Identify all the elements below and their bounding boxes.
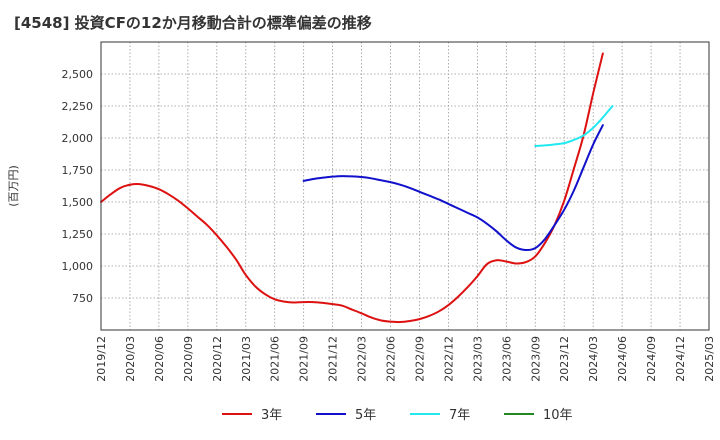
x-tick-label: 2020/03: [124, 336, 137, 382]
x-tick-label: 2022/09: [413, 336, 426, 382]
x-tick-label: 2023/12: [558, 336, 571, 382]
series-lines: [100, 52, 614, 324]
x-tick-label: 2023/06: [500, 336, 513, 382]
legend-label-1: 3年: [261, 408, 282, 423]
x-tick-label: 2022/06: [385, 336, 398, 382]
x-tick-label: 2021/03: [240, 336, 253, 382]
x-tick-label: 2024/06: [616, 336, 629, 382]
x-tick-label: 2024/03: [587, 336, 600, 382]
x-tick-label: 2022/03: [356, 336, 369, 382]
series-line-1: [100, 52, 604, 324]
x-tick-label: 2020/09: [182, 336, 195, 382]
y-tick-label: 1,500: [62, 196, 94, 209]
x-tick-label: 2020/12: [211, 336, 224, 382]
x-tick-label: 2023/09: [529, 336, 542, 382]
x-tick-label: 2023/03: [471, 336, 484, 382]
series-line-3: [534, 105, 614, 147]
y-tick-label: 1,750: [62, 164, 94, 177]
y-tick-label: 1,250: [62, 228, 94, 241]
x-tick-label: 2025/03: [703, 336, 716, 382]
plot-frame: [100, 41, 710, 331]
x-tick-label: 2024/12: [674, 336, 687, 382]
series-line-2: [302, 124, 604, 252]
x-tick-label: 2021/09: [298, 336, 311, 382]
x-tick-label: 2021/06: [269, 336, 282, 382]
y-tick-label: 2,000: [62, 132, 94, 145]
legend-label-4: 10年: [543, 408, 573, 423]
x-tick-label: 2024/09: [645, 336, 658, 382]
x-tick-label: 2019/12: [95, 336, 108, 382]
y-tick-label: 2,250: [62, 100, 94, 113]
x-tick-label: 2022/12: [442, 336, 455, 382]
chart-title: [4548] 投資CFの12か月移動合計の標準偏差の推移: [14, 14, 372, 32]
x-tick-label: 2020/06: [153, 336, 166, 382]
y-axis-label: (百万円): [7, 165, 20, 207]
y-tick-label: 750: [72, 292, 93, 305]
legend-label-2: 5年: [355, 408, 376, 423]
y-tick-label: 1,000: [62, 260, 94, 273]
x-tick-label: 2021/12: [327, 336, 340, 382]
legend: 3年 5年 7年 10年: [222, 408, 573, 423]
legend-label-3: 7年: [449, 408, 470, 423]
y-tick-label: 2,500: [62, 68, 94, 81]
axes: 750 1,000 1,250 1,500 1,750 2,000 2,250 2,500 20…: [62, 41, 716, 382]
